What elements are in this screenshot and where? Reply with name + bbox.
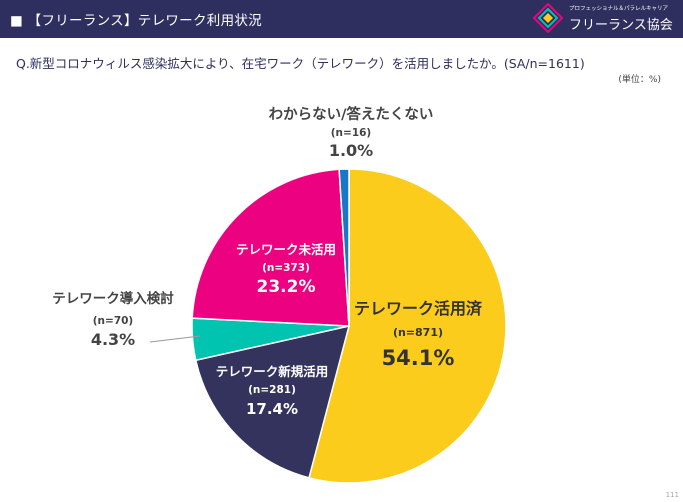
pie-slice-unknown [338, 168, 350, 327]
logo: プロフェッショナル＆パラレルキャリア フリーランス協会 [533, 2, 675, 36]
logo-mark-icon [533, 3, 563, 33]
leader-line-considering [149, 335, 201, 343]
slice-label-unknown: わからない/答えたくない [269, 105, 434, 123]
pie-slice-new-use [194, 324, 351, 479]
logo-tagline: プロフェッショナル＆パラレルキャリア [569, 6, 669, 12]
slice-pct-used: 54.1% [382, 346, 455, 370]
header-bar: ■ 【フリーランス】テレワーク利用状況 プロフェッショナル＆パラレルキャリア フ… [0, 0, 683, 38]
logo-name: フリーランス協会 [569, 18, 673, 33]
slice-n-considering: (n=70) [93, 315, 133, 327]
slice-pct-not-used: 23.2% [257, 277, 316, 297]
slice-pct-considering: 4.3% [91, 330, 135, 349]
slice-label-used: テレワーク活用済 [354, 299, 483, 318]
slice-n-new-use: (n=281) [248, 384, 296, 396]
question-text: Q.新型コロナウィルス感染拡大により、在宅ワーク（テレワーク）を活用しましたか。… [16, 56, 585, 71]
slice-pct-unknown: 1.0% [329, 141, 373, 160]
unit-label: (単位：%) [618, 75, 661, 85]
slice-pct-new-use: 17.4% [246, 400, 298, 418]
pie-slice-not-used [191, 168, 350, 327]
slice-label-considering: テレワーク導入検討 [52, 290, 174, 307]
pie-slice-used [308, 168, 507, 484]
slice-label-not-used: テレワーク未活用 [236, 242, 336, 257]
slice-label-new-use: テレワーク新規活用 [216, 364, 329, 379]
slice-n-used: (n=871) [393, 326, 443, 339]
slice-n-unknown: (n=16) [331, 127, 371, 139]
page-number: 111 [665, 491, 679, 499]
page-title: ■ 【フリーランス】テレワーク利用状況 [10, 13, 262, 29]
slice-n-not-used: (n=373) [262, 262, 310, 274]
